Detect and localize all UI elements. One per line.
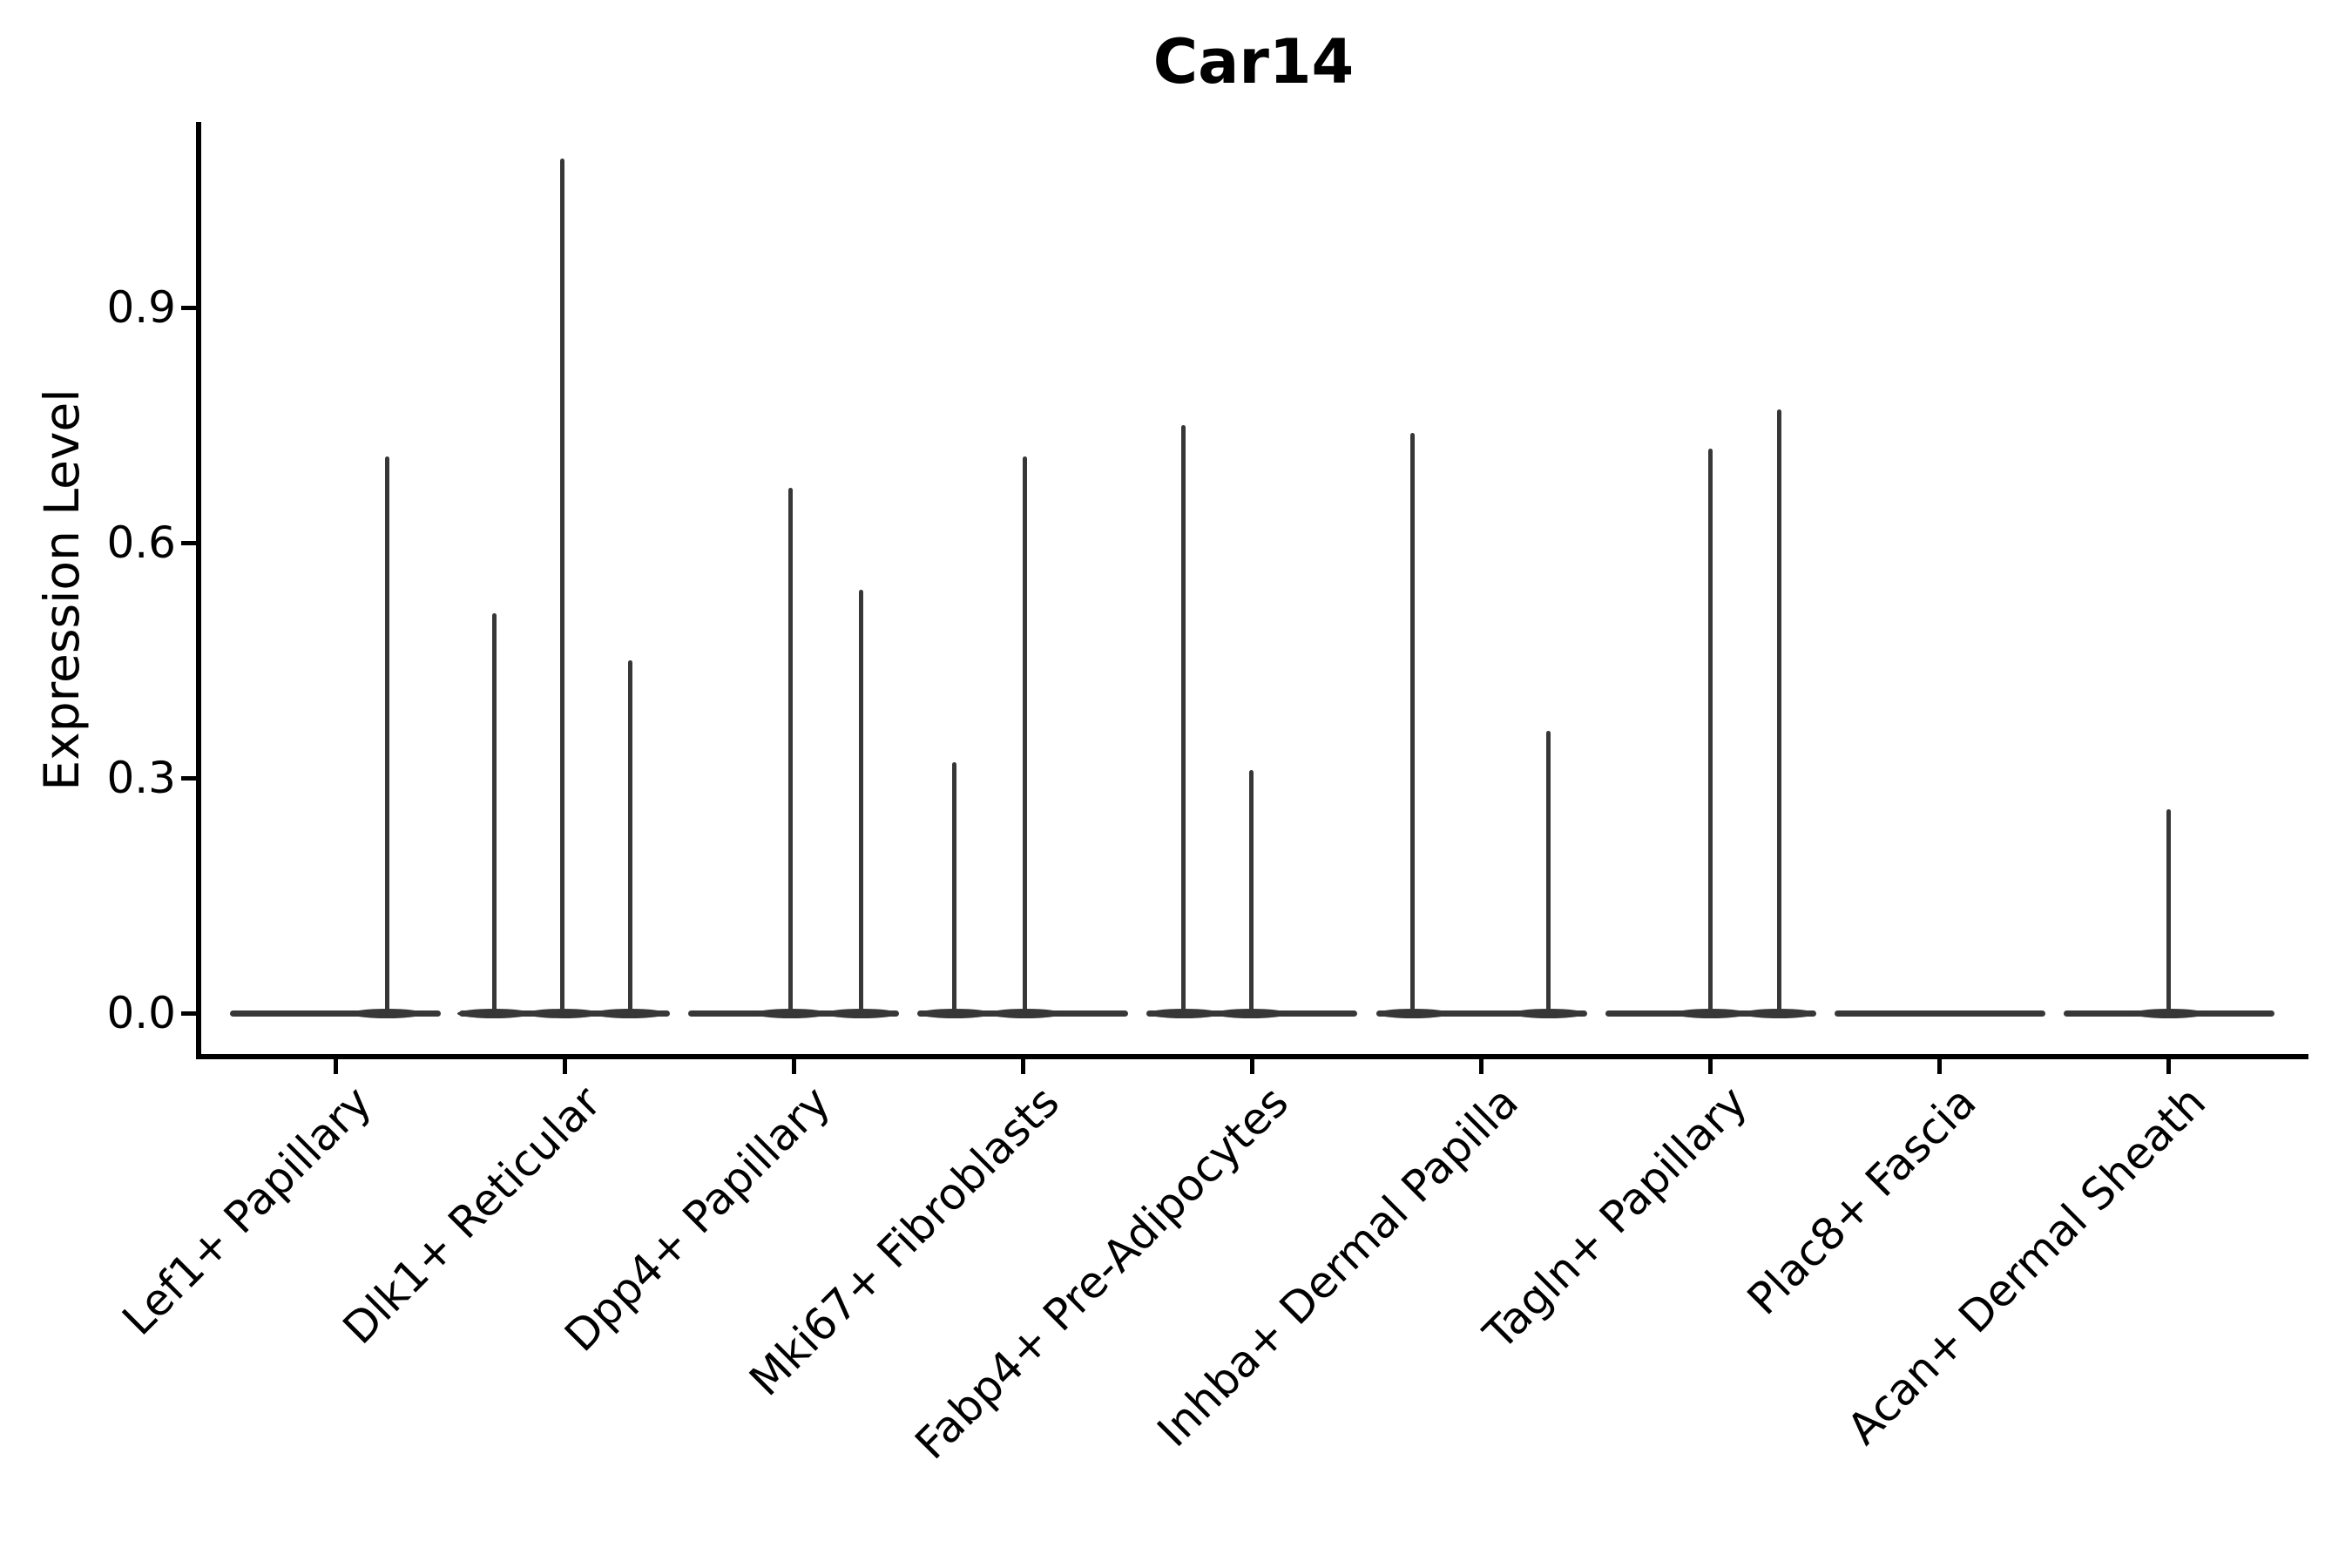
- y-tick-mark: [181, 1010, 196, 1016]
- violin-max-spike: [1023, 456, 1028, 1016]
- chart-title: Car14: [1152, 26, 1355, 98]
- x-tick-mark: [1937, 1059, 1943, 1074]
- x-tick-mark: [2166, 1059, 2172, 1074]
- y-tick-label: 0.9: [106, 282, 176, 333]
- violin-max-spike: [560, 159, 565, 1016]
- violin-max-spike: [859, 590, 864, 1016]
- x-tick-mark: [1708, 1059, 1713, 1074]
- x-tick-mark: [1020, 1059, 1025, 1074]
- violin-max-spike: [788, 488, 794, 1016]
- y-tick-label: 0.0: [106, 988, 176, 1038]
- violin-max-spike: [1410, 433, 1416, 1016]
- y-tick-mark: [181, 305, 196, 310]
- x-tick-label: Dlk1+ Reticular: [333, 1076, 612, 1355]
- x-tick-mark: [562, 1059, 567, 1074]
- violin-baseline: [230, 1010, 441, 1017]
- y-tick-label: 0.3: [106, 753, 176, 803]
- violin-baseline: [1834, 1010, 2045, 1017]
- violin-baseline: [1375, 1010, 1587, 1017]
- x-tick-mark: [791, 1059, 796, 1074]
- violin-max-spike: [1708, 449, 1713, 1016]
- violin-max-spike: [491, 613, 497, 1016]
- violin-max-spike: [1546, 731, 1551, 1016]
- violin-max-spike: [1776, 409, 1781, 1016]
- x-tick-label: Lef1+ Papillary: [112, 1076, 382, 1345]
- x-tick-label: Fabp4+ Pre-Adipocytes: [905, 1076, 1299, 1470]
- x-axis-spine: [196, 1054, 2308, 1059]
- y-tick-mark: [181, 775, 196, 781]
- y-tick-label: 0.6: [106, 517, 176, 568]
- violin-max-spike: [1181, 425, 1186, 1016]
- x-tick-label: Plac8+ Fascia: [1737, 1076, 1986, 1325]
- violin-max-spike: [2166, 809, 2172, 1016]
- y-tick-mark: [181, 540, 196, 545]
- x-tick-mark: [333, 1059, 338, 1074]
- violin-max-spike: [1248, 770, 1254, 1016]
- x-tick-mark: [1479, 1059, 1484, 1074]
- violin-max-spike: [627, 660, 632, 1016]
- violin-max-spike: [384, 456, 389, 1016]
- y-axis-label: Expression Level: [34, 389, 90, 791]
- y-axis-spine: [196, 122, 201, 1059]
- x-tick-mark: [1249, 1059, 1254, 1074]
- violin-max-spike: [952, 762, 957, 1016]
